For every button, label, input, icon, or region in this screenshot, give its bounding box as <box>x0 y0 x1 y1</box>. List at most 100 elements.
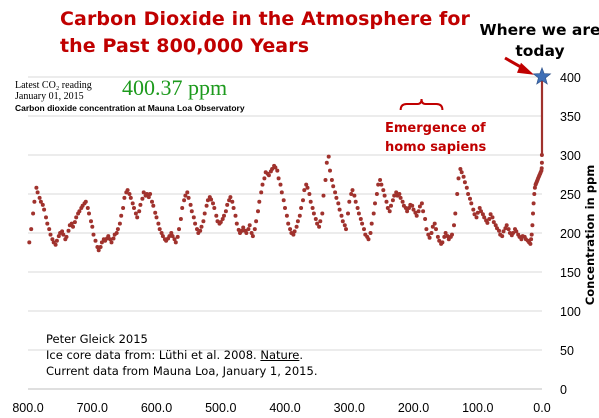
data-point <box>198 228 203 233</box>
data-point <box>288 227 293 232</box>
data-point <box>44 215 48 220</box>
data-point <box>220 217 225 221</box>
data-point <box>301 198 305 203</box>
data-point <box>423 217 428 221</box>
data-point <box>234 221 239 226</box>
data-point <box>91 232 96 237</box>
data-point <box>304 182 309 187</box>
data-point <box>530 223 535 228</box>
data-point <box>135 215 140 220</box>
data-point <box>159 231 164 235</box>
data-point <box>146 195 151 200</box>
data-point <box>154 215 159 220</box>
data-point <box>381 188 386 193</box>
gridlines <box>28 76 542 351</box>
data-point <box>311 211 316 216</box>
data-point <box>254 219 259 224</box>
data-point <box>169 231 174 235</box>
data-point <box>156 221 161 226</box>
data-point <box>170 234 175 239</box>
y-tick-label-100: 100 <box>560 305 581 319</box>
data-point <box>411 207 416 212</box>
data-point <box>458 167 463 171</box>
data-point <box>387 209 392 214</box>
data-point <box>85 206 90 210</box>
data-point <box>385 206 390 210</box>
credit-ice-core-prefix: Ice core data from: Lüthi et al. 2008. <box>46 348 257 362</box>
data-point <box>469 201 474 206</box>
data-point <box>450 232 454 237</box>
data-point <box>398 195 403 200</box>
data-point <box>69 221 74 226</box>
x-tick-label-200: 200.0 <box>398 401 429 415</box>
data-point <box>89 219 93 224</box>
data-point <box>29 227 34 232</box>
data-point <box>390 198 395 203</box>
data-point <box>472 212 477 217</box>
data-point <box>93 238 98 243</box>
data-point <box>148 192 153 196</box>
data-point <box>95 245 100 249</box>
latest-reading-date: January 01, 2015 <box>15 91 84 102</box>
data-point <box>199 224 204 229</box>
data-point <box>529 232 534 237</box>
data-point <box>326 154 331 159</box>
data-point <box>122 195 127 200</box>
data-point <box>435 234 440 239</box>
data-point <box>452 223 456 228</box>
credit-ice-core-journal[interactable]: Nature <box>260 348 300 362</box>
data-point <box>27 240 32 245</box>
data-point <box>56 234 61 239</box>
data-point <box>378 178 383 182</box>
data-point <box>379 182 384 187</box>
data-point <box>137 209 142 214</box>
data-point <box>397 192 402 196</box>
data-point <box>204 203 209 208</box>
chart-title-line-1: Carbon Dioxide in the Atmosphere for <box>60 8 471 30</box>
data-point <box>140 196 145 201</box>
data-point <box>349 192 354 196</box>
data-point <box>295 219 300 224</box>
emergence-label-line-1: Emergence of <box>385 121 486 136</box>
data-point <box>430 224 435 229</box>
data-point <box>493 223 498 228</box>
data-point <box>474 215 479 220</box>
data-point <box>307 192 312 196</box>
data-point <box>186 195 191 200</box>
data-point <box>456 176 461 181</box>
data-point <box>501 229 506 234</box>
data-point <box>108 237 113 242</box>
data-point <box>417 204 422 209</box>
data-point <box>353 199 358 204</box>
data-point <box>111 236 116 241</box>
data-point <box>336 201 341 206</box>
data-point <box>355 206 360 210</box>
data-point <box>371 211 376 216</box>
data-point <box>83 199 88 204</box>
data-point <box>273 165 278 170</box>
y-tick-label-150: 150 <box>560 266 581 280</box>
data-point <box>528 241 533 246</box>
data-point <box>54 238 59 243</box>
today-star-marker <box>532 66 552 85</box>
x-tick-label-600: 600.0 <box>141 401 172 415</box>
emergence-label-line-2: homo sapiens <box>385 140 487 155</box>
data-point <box>468 196 472 201</box>
data-point <box>440 240 445 245</box>
data-point <box>144 192 149 196</box>
where-we-are-label-line-1: Where we are <box>479 21 599 39</box>
data-point <box>503 226 508 231</box>
data-point <box>305 185 310 190</box>
today-arrowhead <box>517 62 534 75</box>
data-point <box>488 212 493 217</box>
data-point <box>130 201 135 206</box>
data-point <box>376 182 381 187</box>
data-point <box>270 167 275 171</box>
data-point <box>490 215 495 220</box>
data-point <box>202 211 207 216</box>
data-point <box>313 217 318 221</box>
data-point <box>160 234 165 239</box>
data-point <box>133 211 138 216</box>
data-point <box>500 234 505 239</box>
y-tick-label-0: 0 <box>560 383 567 397</box>
